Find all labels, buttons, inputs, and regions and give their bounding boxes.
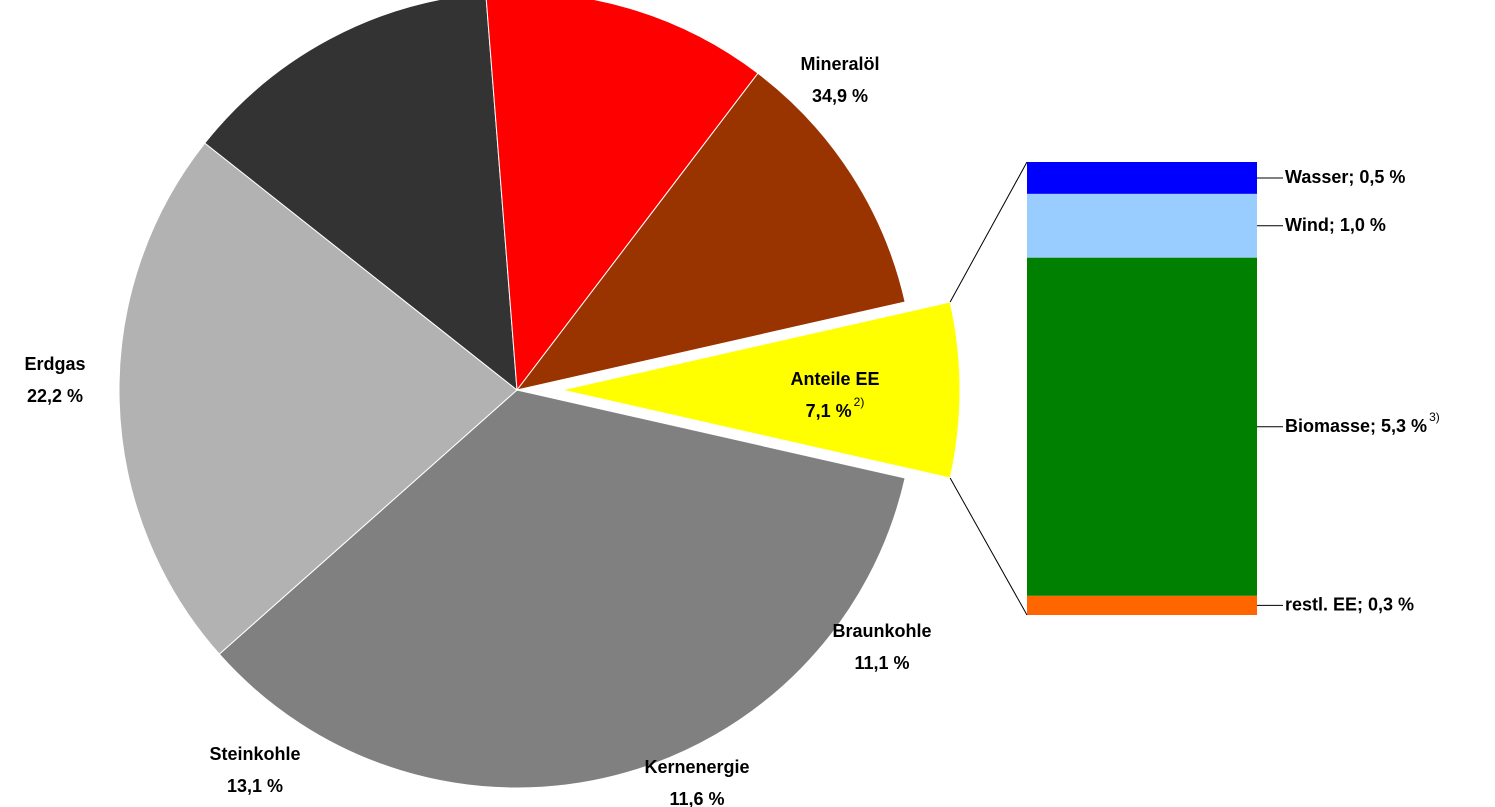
label-part: 11,6 %: [669, 789, 724, 807]
label-part: 34,9 %: [812, 86, 868, 106]
data-label: restl. EE; 0,3 %: [1285, 594, 1414, 614]
footnote-mark: 2): [854, 395, 865, 409]
bar-segment: [1027, 257, 1257, 596]
label-part: 13,1 %: [227, 776, 283, 796]
label-part: Kernenergie: [644, 757, 749, 777]
footnote-mark: 3): [1429, 410, 1440, 424]
data-label: Steinkohle: [209, 744, 300, 764]
data-label: Biomasse; 5,3 % 3): [1285, 410, 1440, 436]
data-label: 22,2 %: [27, 386, 83, 406]
label-part: Braunkohle: [832, 621, 931, 641]
bar-segment: [1027, 162, 1257, 194]
pie-slice: [561, 301, 961, 479]
data-label: Wasser; 0,5 %: [1285, 167, 1405, 187]
data-label: 11,1 %: [854, 653, 909, 673]
pie-slice: [485, 0, 759, 392]
label-part: Steinkohle: [209, 744, 300, 764]
label-part: Anteile EE: [790, 369, 879, 389]
label-part: Mineralöl: [800, 54, 879, 74]
data-label: 7,1 % 2): [806, 395, 865, 421]
label-part: 11,1 %: [854, 653, 909, 673]
pie-slice: [118, 142, 518, 655]
bar-segment: [1027, 595, 1257, 615]
pie-slice: [204, 0, 518, 392]
data-label: Kernenergie: [644, 757, 749, 777]
label-part: Erdgas: [24, 354, 85, 374]
bar-segment: [1027, 193, 1257, 258]
label-part: Biomasse; 5,3 %: [1285, 416, 1427, 436]
label-part: 7,1 %: [806, 401, 852, 421]
data-label: Anteile EE: [790, 369, 879, 389]
pie-slice: [218, 389, 906, 789]
pie-slice: [515, 72, 906, 391]
connector-line: [949, 477, 1028, 616]
label-part: Wasser; 0,5 %: [1285, 167, 1405, 187]
data-label: 13,1 %: [227, 776, 283, 796]
connector-line: [949, 161, 1028, 303]
data-label: 34,9 %: [812, 86, 868, 106]
label-part: 22,2 %: [27, 386, 83, 406]
data-label: Wind; 1,0 %: [1285, 215, 1386, 235]
label-part: Wind; 1,0 %: [1285, 215, 1386, 235]
data-label: 11,6 %: [669, 789, 724, 807]
data-label: Mineralöl: [800, 54, 879, 74]
label-part: restl. EE; 0,3 %: [1285, 594, 1414, 614]
data-label: Braunkohle: [832, 621, 931, 641]
data-label: Erdgas: [24, 354, 85, 374]
